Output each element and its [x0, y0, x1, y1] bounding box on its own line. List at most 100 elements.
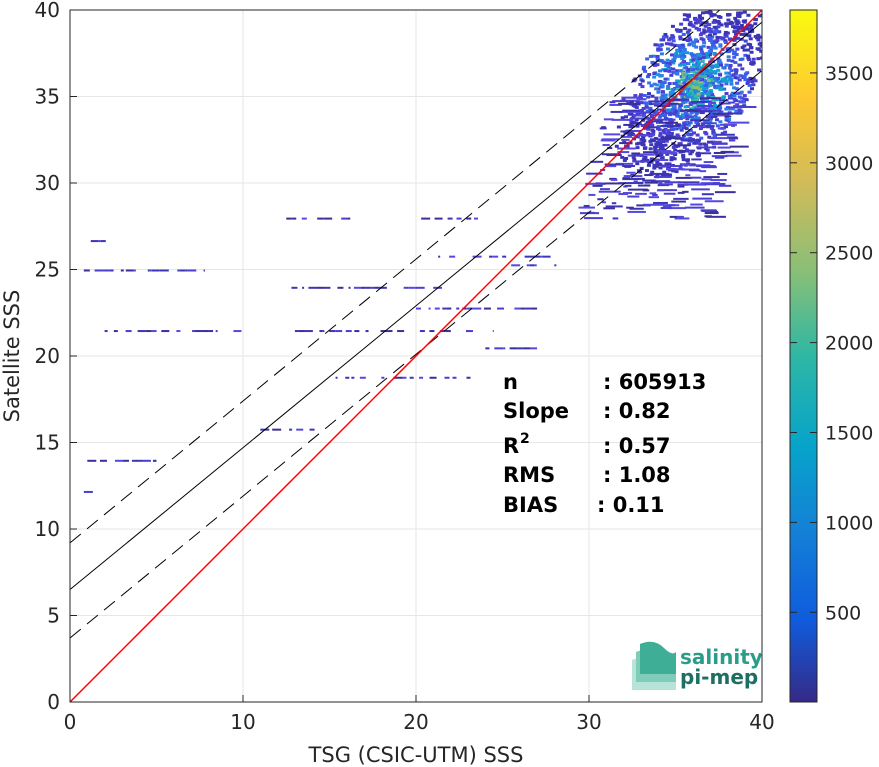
density-cell [700, 11, 705, 15]
density-cell [631, 104, 636, 108]
density-cell [408, 286, 416, 289]
density-cell [717, 22, 722, 26]
density-cell [716, 77, 721, 81]
colorbar-tick-label: 500 [825, 602, 861, 624]
density-cell [712, 44, 717, 48]
density-cell [655, 112, 660, 116]
density-cell [621, 96, 640, 99]
density-cell [474, 217, 479, 220]
density-cell [686, 62, 691, 66]
density-cell [703, 176, 720, 179]
density-cell [645, 109, 650, 113]
density-cell [656, 143, 667, 146]
density-cell [741, 100, 746, 104]
density-cell [648, 196, 660, 199]
density-cell [644, 105, 649, 109]
density-cell [733, 72, 738, 76]
density-cell [701, 210, 718, 213]
density-cell [419, 330, 425, 333]
density-cell [717, 80, 722, 84]
density-cell [679, 22, 684, 26]
colorbar-tick-label: 2000 [825, 333, 873, 355]
density-cell [724, 24, 729, 28]
density-cell [489, 255, 493, 258]
density-cell [695, 98, 700, 102]
density-cell [620, 110, 641, 113]
density-cell [669, 156, 674, 160]
density-cell [642, 65, 647, 69]
density-cell [679, 49, 684, 53]
density-cell [724, 107, 729, 111]
density-cell [731, 73, 736, 77]
density-cell [732, 50, 737, 54]
colorbar-tick-label: 2500 [825, 243, 873, 265]
density-cell [674, 71, 679, 75]
density-cell [94, 269, 103, 272]
density-cell [690, 203, 703, 206]
density-cell [662, 81, 667, 85]
density-cell [646, 163, 651, 167]
density-cell [718, 73, 723, 77]
density-cell [272, 428, 282, 431]
density-cell [718, 63, 723, 67]
density-cell [601, 126, 606, 129]
density-cell [684, 183, 706, 186]
density-cell [739, 90, 744, 94]
density-cell [687, 43, 692, 47]
density-cell [640, 79, 645, 83]
density-cell [724, 118, 729, 122]
density-cell [712, 13, 717, 17]
density-cell [643, 151, 658, 154]
density-cell [676, 54, 681, 58]
density-cell [671, 145, 676, 149]
density-cell [736, 21, 741, 25]
logo-text-salinity: salinity [680, 645, 763, 669]
density-cell [469, 307, 473, 310]
density-cell [739, 96, 744, 100]
fit-lower-dashed-line [70, 70, 762, 639]
density-cell [688, 152, 693, 156]
density-cell [714, 98, 719, 102]
density-cell [694, 107, 711, 110]
density-cell [658, 44, 663, 48]
density-cell [702, 41, 707, 45]
density-cell [671, 105, 676, 109]
density-cell [614, 144, 619, 148]
density-cell [696, 89, 701, 93]
stat-label: n [503, 370, 518, 394]
density-cell [472, 307, 482, 310]
density-cell [725, 31, 730, 35]
density-cell [725, 154, 742, 157]
density-cell [624, 115, 629, 119]
density-cell [714, 40, 719, 44]
density-cell [393, 376, 403, 379]
density-cell [719, 99, 729, 102]
density-cell [706, 140, 711, 144]
y-axis-label: Satellite SSS [0, 290, 24, 423]
density-cell [720, 77, 725, 81]
density-cell [706, 84, 711, 88]
density-cell [653, 175, 672, 178]
density-cell [659, 183, 673, 186]
density-cell [660, 135, 665, 139]
density-cell [708, 11, 713, 15]
density-cell [728, 64, 733, 68]
logo-text-pimep: pi-mep [680, 665, 758, 689]
density-cell [738, 74, 743, 78]
density-cell [492, 255, 499, 258]
density-cell [644, 174, 652, 177]
density-cell [715, 35, 720, 39]
density-cell [683, 105, 688, 109]
density-cell [649, 172, 670, 175]
density-cell [732, 55, 737, 59]
density-cell [335, 376, 338, 379]
density-cell [653, 147, 658, 151]
density-cell [623, 185, 628, 188]
density-cell [670, 93, 675, 97]
density-cell [678, 103, 683, 107]
density-cell [726, 18, 731, 22]
density-cell [654, 96, 659, 100]
density-cell [681, 100, 686, 104]
density-cell [748, 37, 753, 41]
density-cell [671, 71, 676, 75]
